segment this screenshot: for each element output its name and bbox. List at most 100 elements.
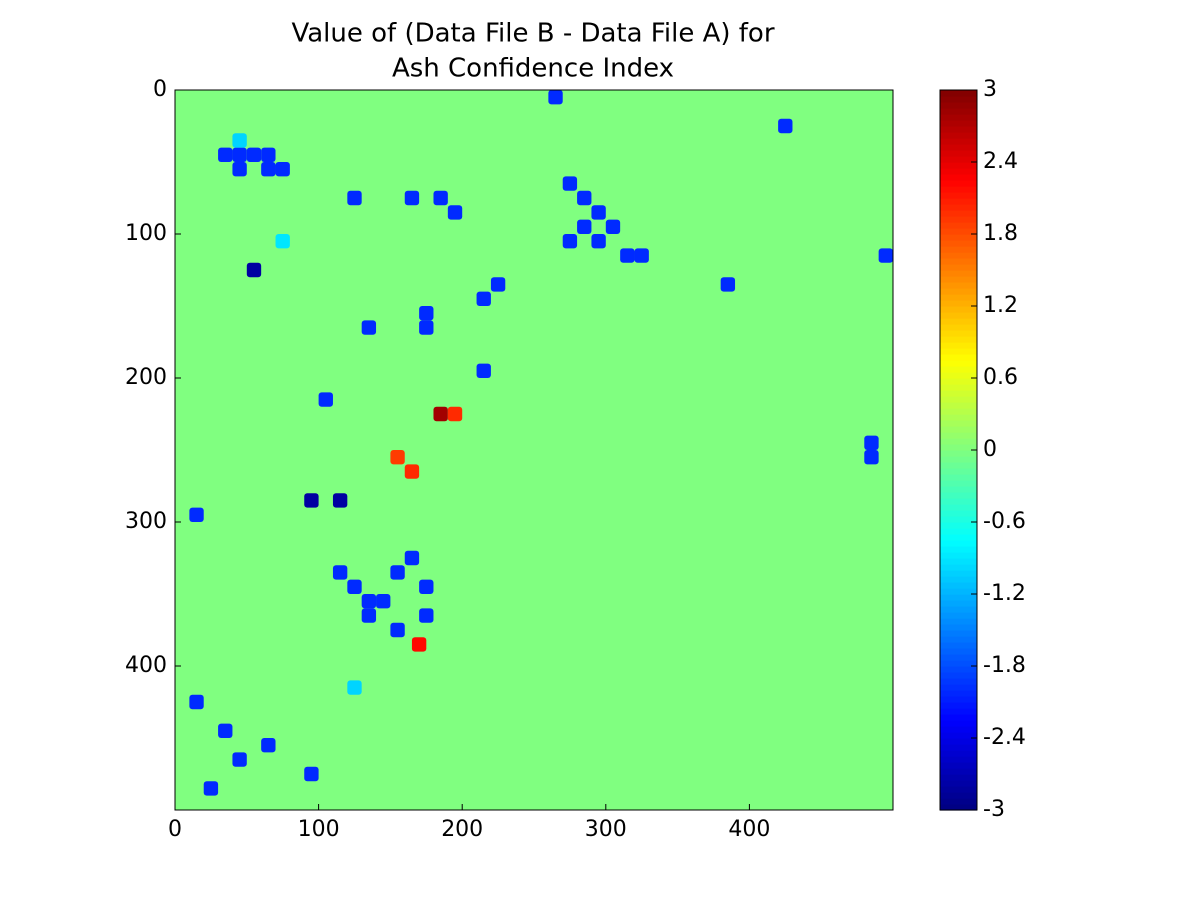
heatmap-cell	[318, 392, 333, 407]
heatmap-cell	[232, 162, 247, 177]
heatmap-cell	[548, 90, 563, 105]
colorbar-segment	[940, 168, 977, 175]
colorbar-segment	[940, 474, 977, 481]
colorbar-segment	[940, 600, 977, 607]
colorbar-segment	[940, 756, 977, 763]
colorbar-segment	[940, 258, 977, 265]
colorbar-segment	[940, 444, 977, 451]
colorbar-segment	[940, 414, 977, 421]
colorbar-segment	[940, 348, 977, 355]
heatmap-cell	[404, 190, 420, 206]
heatmap-cell	[304, 493, 319, 508]
heatmap-cell	[562, 234, 578, 249]
colorbar-segment	[940, 732, 977, 739]
colorbar-segment	[940, 660, 977, 667]
colorbar-segment	[940, 468, 977, 475]
colorbar-segment	[940, 420, 977, 427]
colorbar-segment	[940, 300, 977, 307]
colorbar-segment	[940, 594, 977, 601]
heatmap-cell	[376, 594, 391, 609]
colorbar-segment	[940, 132, 977, 139]
colorbar-segment	[940, 162, 977, 169]
colorbar-segment	[940, 570, 977, 577]
heatmap-cell	[218, 723, 233, 738]
heatmap-cell	[189, 694, 204, 710]
colorbar-segment	[940, 798, 977, 805]
heatmap-cell	[246, 147, 262, 162]
colorbar-segment	[940, 306, 977, 313]
y-tick-label: 200	[125, 365, 167, 390]
colorbar-segment	[940, 156, 977, 163]
colorbar-segment	[940, 150, 977, 157]
heatmap-cell	[347, 190, 362, 206]
colorbar-segment	[940, 792, 977, 799]
colorbar-segment	[940, 636, 977, 643]
x-tick-label: 300	[585, 817, 627, 842]
y-tick-label: 400	[125, 653, 167, 678]
colorbar-segment	[940, 216, 977, 223]
heatmap-cell	[419, 579, 434, 594]
colorbar-segment	[940, 354, 977, 361]
colorbar-segment	[940, 786, 977, 793]
heatmap-cell	[246, 262, 262, 278]
colorbar-segment	[940, 396, 977, 403]
heatmap-cell	[577, 219, 592, 234]
heatmap-cell	[447, 205, 463, 220]
colorbar-segment	[940, 480, 977, 487]
colorbar-segment	[940, 294, 977, 301]
colorbar-segment	[940, 780, 977, 787]
colorbar-tick-label: 1.2	[983, 293, 1018, 318]
colorbar-segment	[940, 408, 977, 415]
heatmap-cell	[261, 162, 276, 177]
colorbar-segment	[940, 774, 977, 781]
heatmap-cell	[404, 550, 420, 566]
colorbar-segment	[940, 498, 977, 505]
colorbar-segment	[940, 390, 977, 397]
colorbar-segment	[940, 534, 977, 541]
colorbar-tick-label: 3	[983, 77, 997, 102]
heatmap-cell	[577, 190, 592, 206]
colorbar-segment	[940, 312, 977, 319]
colorbar-segment	[940, 588, 977, 595]
colorbar-segment	[940, 426, 977, 433]
colorbar-segment	[940, 336, 977, 343]
colorbar-segment	[940, 642, 977, 649]
heatmap-cell	[261, 147, 276, 162]
colorbar-segment	[940, 318, 977, 325]
heatmap-cell	[347, 680, 362, 695]
colorbar-segment	[940, 108, 977, 115]
colorbar-tick-label: 1.8	[983, 221, 1018, 246]
colorbar-segment	[940, 504, 977, 511]
colorbar-segment	[940, 450, 977, 457]
colorbar-segment	[940, 486, 977, 493]
heatmap-cell	[864, 435, 879, 450]
heatmap-cell	[591, 205, 606, 220]
colorbar-segment	[940, 492, 977, 499]
colorbar-segment	[940, 240, 977, 247]
colorbar-segment	[940, 582, 977, 589]
heatmap-cell	[390, 622, 405, 638]
colorbar-segment	[940, 96, 977, 103]
colorbar-segment	[940, 246, 977, 253]
colorbar-tick-label: 0	[983, 437, 997, 462]
heatmap-cell	[347, 579, 362, 594]
heatmap-cell	[778, 118, 793, 134]
chart-title: Value of (Data File B - Data File A) for	[291, 19, 774, 49]
colorbar-segment	[940, 126, 977, 133]
colorbar-segment	[940, 552, 977, 559]
heatmap-cell	[332, 493, 348, 508]
colorbar-tick-label: -3	[983, 797, 1005, 822]
colorbar-tick-label: 2.4	[983, 149, 1018, 174]
heatmap-cell	[361, 320, 377, 335]
plot-frame	[174, 89, 894, 811]
colorbar-segment	[940, 276, 977, 283]
heatmap-cell	[361, 594, 377, 609]
colorbar-segment	[940, 264, 977, 271]
colorbar-segment	[940, 522, 977, 529]
colorbar-segment	[940, 648, 977, 655]
heatmap-cell	[232, 752, 247, 767]
colorbar-segment	[940, 102, 977, 109]
colorbar-segment	[940, 612, 977, 619]
colorbar-segment	[940, 270, 977, 277]
